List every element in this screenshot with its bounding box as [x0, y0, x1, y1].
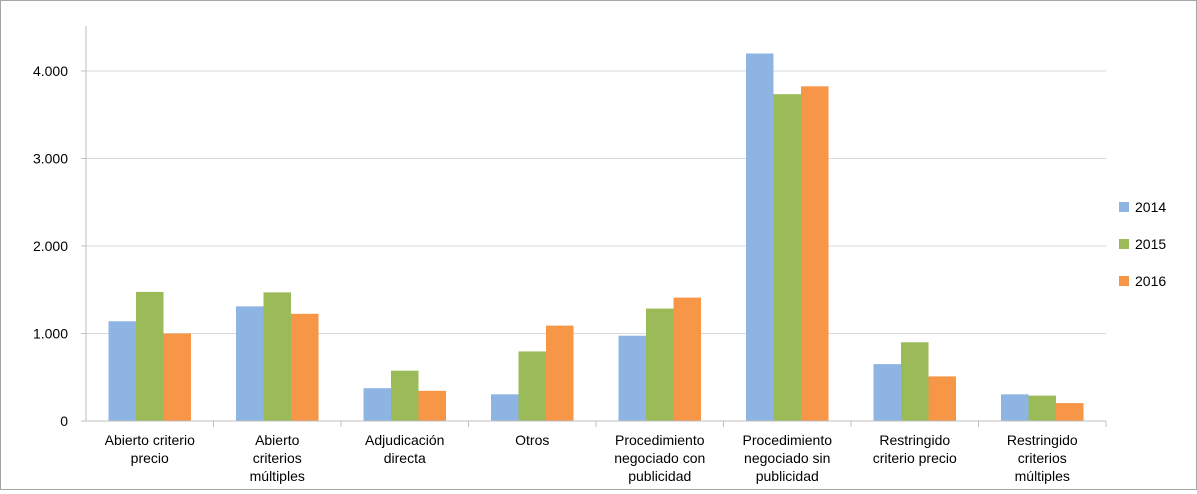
legend-swatch-2015: [1119, 239, 1129, 249]
category-label: Abierto criterios múltiples: [250, 432, 305, 484]
bar-2014: [1001, 394, 1029, 421]
bar-2016: [1056, 403, 1084, 421]
bar-2014: [873, 364, 901, 421]
y-tick-label: 3.000: [33, 151, 68, 167]
axes: [81, 26, 1107, 427]
y-tick-label: 1.000: [33, 326, 68, 342]
bars: [108, 53, 1084, 421]
bar-2015: [1028, 395, 1056, 421]
category-label: Restringido criterio precio: [873, 432, 957, 466]
bar-2015: [773, 94, 801, 421]
bar-2014: [618, 335, 646, 421]
y-tick-label: 4.000: [33, 63, 68, 79]
y-tick-labels: 0 1.000 2.000 3.000 4.000: [33, 63, 68, 429]
bar-2016: [546, 325, 574, 421]
bar-2016: [928, 376, 956, 421]
bar-2014: [108, 321, 136, 421]
bar-2016: [801, 86, 829, 421]
bar-2016: [163, 333, 191, 421]
category-label: Procedimiento negociado con publicidad: [614, 432, 705, 484]
bar-2014: [491, 394, 519, 421]
legend-swatch-2016: [1119, 276, 1129, 286]
y-tick-label: 2.000: [33, 238, 68, 254]
category-labels: Abierto criterio precio Abierto criterios mú…: [105, 432, 1078, 484]
bar-2016: [291, 313, 319, 421]
legend-label-2014: 2014: [1135, 199, 1166, 215]
legend-label-2016: 2016: [1135, 273, 1166, 289]
bar-2015: [646, 308, 674, 421]
legend-label-2015: 2015: [1135, 236, 1166, 252]
category-label: Adjudicación directa: [365, 432, 444, 466]
legend-swatch-2014: [1119, 202, 1129, 212]
bar-2014: [236, 306, 264, 421]
bar-2015: [263, 292, 291, 421]
category-label: Restringido criterios múltiples: [1007, 432, 1078, 484]
category-label: Procedimiento negociado sin publicidad: [743, 432, 833, 484]
bar-2016: [418, 390, 446, 421]
bar-2015: [391, 370, 419, 421]
bar-2014: [363, 388, 391, 421]
legend: 2014 2015 2016: [1119, 199, 1166, 289]
category-label: Abierto criterio precio: [105, 432, 195, 466]
bar-2015: [901, 342, 929, 421]
bar-2015: [136, 291, 164, 421]
bar-2015: [518, 351, 546, 421]
gridlines: [86, 70, 1106, 334]
y-tick-label: 0: [60, 413, 68, 429]
bar-2016: [673, 297, 701, 421]
bar-2014: [746, 53, 774, 421]
category-label: Otros: [515, 432, 549, 448]
